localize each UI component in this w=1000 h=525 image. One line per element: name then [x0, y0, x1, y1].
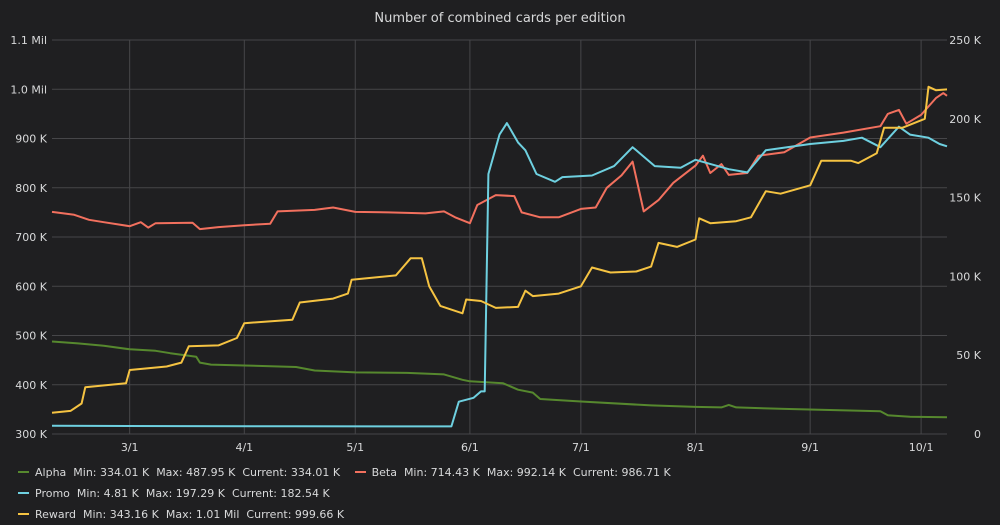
y-left-tick-label: 900 K [15, 133, 47, 146]
series-line-reward [51, 85, 948, 414]
series-line-promo [51, 122, 948, 428]
legend-item-alpha[interactable]: Alpha Min: 334.01 K Max: 487.95 K Curren… [18, 462, 340, 483]
legend-swatch-alpha [18, 471, 29, 473]
y-left-tick-label: 700 K [15, 231, 47, 244]
y-left-tick-label: 600 K [15, 280, 47, 293]
x-tick-label: 10/1 [909, 441, 934, 454]
y-right-tick-label: 50 K [956, 349, 981, 362]
y-left-tick-label: 1.0 Mil [10, 83, 47, 96]
y-left-tick-label: 300 K [15, 428, 47, 441]
series-line-alpha [51, 340, 948, 419]
y-right-tick-label: 0 [974, 428, 981, 441]
y-left-tick-label: 1.1 Mil [10, 34, 47, 47]
x-tick-label: 3/1 [121, 441, 139, 454]
y-right-tick-label: 200 K [949, 113, 981, 126]
legend-swatch-promo [18, 492, 29, 494]
y-right-tick-label: 250 K [949, 34, 981, 47]
chart-title: Number of combined cards per edition [374, 11, 626, 26]
series-line-beta [51, 92, 948, 231]
y-left-tick-label: 500 K [15, 330, 47, 343]
legend-stats-alpha: Min: 334.01 K Max: 487.95 K Current: 334… [73, 466, 341, 479]
x-tick-label: 5/1 [346, 441, 364, 454]
legend-stats-promo: Min: 4.81 K Max: 197.29 K Current: 182.5… [76, 487, 330, 500]
legend-label-alpha: Alpha [35, 466, 67, 479]
legend-stats-reward: Min: 343.16 K Max: 1.01 Mil Current: 999… [82, 508, 345, 521]
x-tick-label: 8/1 [687, 441, 705, 454]
legend-label-promo: Promo [35, 487, 70, 500]
x-tick-label: 7/1 [572, 441, 590, 454]
legend-item-promo[interactable]: Promo Min: 4.81 K Max: 197.29 K Current:… [18, 483, 330, 504]
x-tick-label: 4/1 [235, 441, 253, 454]
legend-label-beta: Beta [371, 466, 397, 479]
legend: Alpha Min: 334.01 K Max: 487.95 K Curren… [18, 462, 993, 525]
chart-plot: 300 K 400 K 500 K 600 K 700 K 800 K 900 K 1.0 M… [10, 34, 981, 454]
y-right-tick-label: 150 K [949, 192, 981, 205]
legend-swatch-beta [354, 471, 366, 473]
legend-item-reward[interactable]: Reward Min: 343.16 K Max: 1.01 Mil Curre… [18, 504, 344, 525]
y-left-tick-label: 800 K [15, 182, 47, 195]
legend-stats-beta: Min: 714.43 K Max: 992.14 K Current: 986… [403, 466, 671, 479]
legend-label-reward: Reward [35, 508, 76, 521]
grid [52, 39, 947, 435]
series-lines [51, 85, 948, 428]
y-right-tick-label: 100 K [949, 270, 981, 283]
legend-swatch-reward [18, 513, 29, 515]
x-tick-label: 6/1 [461, 441, 479, 454]
legend-item-beta[interactable]: Beta Min: 714.43 K Max: 992.14 K Current… [354, 462, 671, 483]
x-tick-label: 9/1 [801, 441, 819, 454]
tick-labels: 300 K 400 K 500 K 600 K 700 K 800 K 900 K 1.0 M… [10, 34, 981, 454]
y-left-tick-label: 400 K [15, 379, 47, 392]
